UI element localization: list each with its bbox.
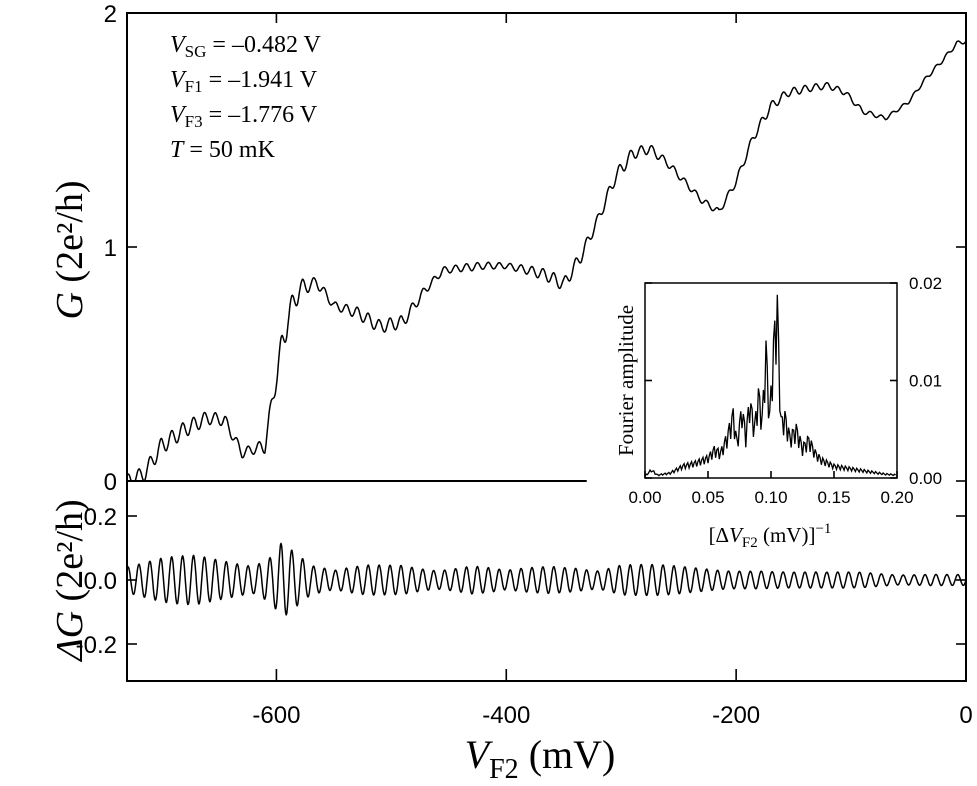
- inset-y-tick-label: 0.02: [909, 274, 942, 293]
- x-tick-label: -600: [252, 702, 300, 729]
- top-panel: 0 1 2 VSG = –0.482 V VF1 = –1.941 V VF3 = –1.…: [104, 1, 967, 682]
- annotation-text: VSG = –0.482 V: [170, 32, 322, 61]
- x-tick-label: -400: [482, 702, 530, 729]
- inset-x-tick-label: 0.00: [628, 488, 661, 507]
- inset-x-tick-label: 0.10: [754, 488, 787, 507]
- x-tick-label: 0: [959, 702, 972, 729]
- annotation-text: T = 50 mK: [170, 137, 276, 163]
- y-axis-label-bottom: ΔG (2e²/h): [49, 499, 91, 662]
- inset-series-line: [644, 294, 897, 477]
- y-tick-label-bottom: 0.0: [84, 568, 117, 595]
- x-axis-label: VF2 (mV): [465, 732, 616, 785]
- series-deltaG-line: [126, 542, 967, 616]
- inset-y-axis-label: Fourier amplitude: [614, 305, 638, 456]
- plot-frame: [126, 12, 967, 682]
- series-G-line: [126, 40, 967, 482]
- y-tick-label-bottom: -0.2: [76, 632, 117, 659]
- inset-fourier-panel: 0.00 0.05 0.10 0.15 0.200.000.010.02Fourier …: [614, 274, 942, 551]
- y-tick-label-top: 0: [104, 469, 117, 496]
- x-tick-label: -200: [712, 702, 760, 729]
- axis-labels: VF2 (mV) G (2e²/h) ΔG (2e²/h): [49, 180, 615, 785]
- annotation-text: VF3 = –1.776 V: [170, 102, 318, 131]
- inset-x-tick-label: 0.20: [880, 488, 913, 507]
- inset-x-tick-label: 0.15: [817, 488, 850, 507]
- inset-y-tick-label: 0.01: [909, 372, 942, 391]
- bottom-panel: 0.2 0.0 -0.2 -600 -400 -200 0: [76, 13, 973, 729]
- y-tick-label-bottom: 0.2: [84, 504, 117, 531]
- inset-x-tick-label: 0.05: [691, 488, 724, 507]
- inset-y-tick-label: 0.00: [909, 469, 942, 488]
- y-tick-label-top: 2: [104, 1, 117, 28]
- y-axis-label-top: G (2e²/h): [49, 180, 91, 319]
- annotation-text: VF1 = –1.941 V: [170, 67, 318, 96]
- inset-frame: [644, 282, 898, 479]
- y-tick-label-top: 1: [104, 235, 117, 262]
- inset-x-axis-label: [ΔVF2 (mV)]−1: [709, 521, 832, 551]
